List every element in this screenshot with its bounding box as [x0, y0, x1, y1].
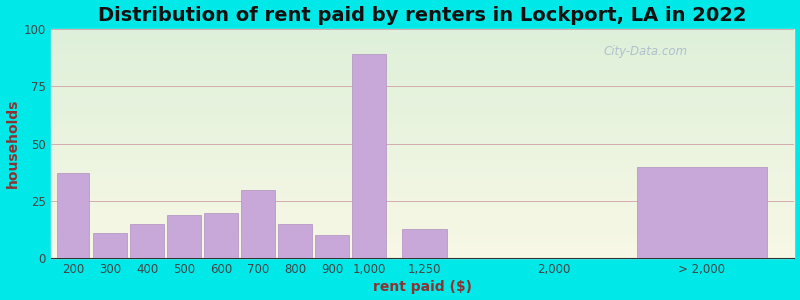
- Bar: [51, 118, 794, 121]
- Bar: [51, 181, 794, 184]
- Bar: [94, 233, 126, 258]
- Bar: [51, 100, 794, 103]
- Bar: [51, 195, 794, 198]
- Bar: [51, 178, 794, 181]
- Bar: [51, 43, 794, 46]
- Bar: [51, 92, 794, 95]
- Bar: [51, 144, 794, 146]
- Bar: [51, 106, 794, 109]
- Bar: [51, 172, 794, 175]
- Bar: [51, 141, 794, 144]
- Bar: [638, 167, 766, 258]
- Bar: [51, 34, 794, 38]
- Bar: [130, 224, 164, 258]
- Bar: [51, 132, 794, 135]
- Bar: [51, 161, 794, 164]
- Bar: [51, 167, 794, 170]
- Bar: [51, 210, 794, 212]
- Bar: [352, 54, 386, 258]
- Bar: [51, 247, 794, 250]
- Bar: [51, 218, 794, 221]
- Bar: [51, 95, 794, 98]
- Bar: [402, 229, 446, 258]
- Bar: [51, 75, 794, 78]
- Bar: [51, 126, 794, 129]
- Bar: [51, 164, 794, 166]
- Bar: [51, 201, 794, 204]
- Bar: [204, 212, 238, 258]
- Bar: [51, 155, 794, 158]
- Bar: [51, 192, 794, 195]
- Bar: [51, 49, 794, 52]
- Bar: [51, 38, 794, 40]
- Bar: [51, 230, 794, 232]
- Bar: [51, 40, 794, 43]
- Bar: [51, 146, 794, 149]
- Bar: [51, 86, 794, 89]
- Bar: [51, 109, 794, 112]
- Title: Distribution of rent paid by renters in Lockport, LA in 2022: Distribution of rent paid by renters in …: [98, 6, 747, 25]
- Bar: [51, 175, 794, 178]
- Bar: [315, 236, 349, 258]
- Bar: [51, 129, 794, 132]
- Bar: [51, 224, 794, 227]
- Bar: [51, 152, 794, 155]
- Bar: [51, 169, 794, 172]
- Bar: [51, 78, 794, 80]
- Text: City-Data.com: City-Data.com: [604, 45, 688, 58]
- Bar: [51, 69, 794, 72]
- Bar: [51, 72, 794, 75]
- Bar: [51, 207, 794, 210]
- Bar: [51, 227, 794, 230]
- Bar: [51, 184, 794, 187]
- Bar: [242, 190, 274, 258]
- Bar: [51, 149, 794, 152]
- Bar: [51, 204, 794, 207]
- Bar: [51, 244, 794, 247]
- Bar: [51, 80, 794, 83]
- Bar: [278, 224, 312, 258]
- Bar: [51, 138, 794, 141]
- Bar: [51, 187, 794, 190]
- Bar: [51, 112, 794, 115]
- Bar: [167, 215, 201, 258]
- Bar: [51, 256, 794, 258]
- Bar: [51, 60, 794, 63]
- Bar: [51, 58, 794, 60]
- Bar: [51, 198, 794, 201]
- Bar: [51, 124, 794, 126]
- Bar: [51, 238, 794, 241]
- Bar: [51, 89, 794, 92]
- Bar: [51, 212, 794, 215]
- Bar: [51, 253, 794, 256]
- Bar: [51, 215, 794, 218]
- Bar: [51, 83, 794, 86]
- Bar: [51, 232, 794, 236]
- Bar: [51, 103, 794, 106]
- Bar: [51, 121, 794, 124]
- X-axis label: rent paid ($): rent paid ($): [373, 280, 472, 294]
- Bar: [51, 32, 794, 34]
- Bar: [51, 236, 794, 238]
- Bar: [51, 63, 794, 66]
- Bar: [51, 66, 794, 69]
- Bar: [51, 29, 794, 32]
- Bar: [51, 241, 794, 244]
- Bar: [51, 52, 794, 55]
- Bar: [51, 250, 794, 253]
- Bar: [51, 190, 794, 192]
- Y-axis label: households: households: [6, 99, 19, 188]
- Bar: [51, 55, 794, 58]
- Bar: [51, 115, 794, 118]
- Bar: [51, 98, 794, 100]
- Bar: [51, 46, 794, 49]
- Bar: [51, 135, 794, 138]
- Bar: [51, 221, 794, 224]
- Bar: [51, 158, 794, 161]
- Bar: [58, 173, 89, 258]
